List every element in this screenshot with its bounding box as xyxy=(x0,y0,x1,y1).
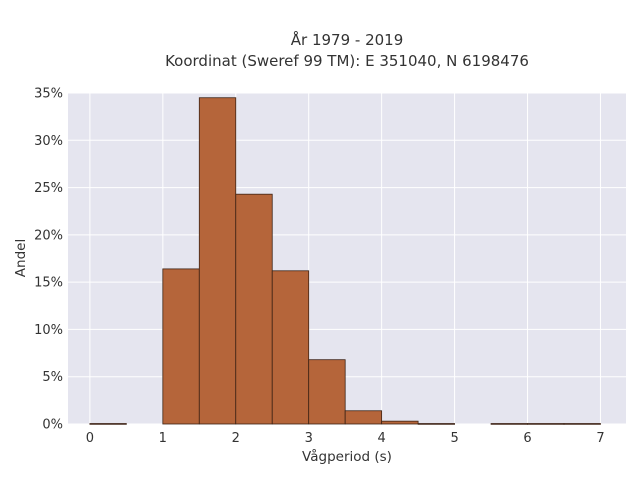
y-tick-label: 30% xyxy=(34,134,63,149)
y-tick-label: 15% xyxy=(34,276,63,291)
y-axis-label: Andel xyxy=(13,239,29,277)
histogram-bar xyxy=(162,268,200,425)
chart-title-line1: År 1979 - 2019 xyxy=(291,30,404,49)
grid-lines xyxy=(68,92,626,425)
histogram-bar xyxy=(235,193,273,425)
y-tick-label: 5% xyxy=(42,370,63,385)
histogram-bar xyxy=(271,270,310,425)
y-tick-label: 0% xyxy=(42,418,63,433)
x-tick-label: 5 xyxy=(450,431,458,446)
histogram-bar xyxy=(490,423,528,425)
x-tick-label: 0 xyxy=(86,431,94,446)
histogram-bar xyxy=(527,423,565,425)
histogram-bar xyxy=(308,359,346,425)
x-tick-label: 6 xyxy=(523,431,531,446)
histogram-bar xyxy=(344,410,383,425)
chart-title-line2: Koordinat (Sweref 99 TM): E 351040, N 61… xyxy=(165,52,529,70)
histogram-bar xyxy=(198,97,237,425)
y-tick-label: 10% xyxy=(34,323,63,338)
y-tick-label: 20% xyxy=(34,228,63,243)
bars xyxy=(89,97,601,425)
y-tick-label: 25% xyxy=(34,181,63,196)
x-tick-label: 7 xyxy=(596,431,604,446)
x-tick-label: 3 xyxy=(305,431,313,446)
histogram-bar xyxy=(417,423,455,425)
y-axis-ticks: 0% 5% 10% 15% 20% 25% 30% 35% xyxy=(34,87,63,433)
histogram-bar xyxy=(381,420,419,425)
x-tick-label: 2 xyxy=(232,431,240,446)
y-tick-label: 35% xyxy=(34,87,63,102)
histogram-bar xyxy=(89,423,127,425)
plot-area xyxy=(68,93,626,424)
x-axis-ticks: 0 1 2 3 4 5 6 7 xyxy=(86,431,605,446)
histogram-bar xyxy=(563,423,601,425)
x-tick-label: 1 xyxy=(159,431,167,446)
x-axis-label: Vågperiod (s) xyxy=(302,448,392,465)
x-tick-label: 4 xyxy=(378,431,386,446)
